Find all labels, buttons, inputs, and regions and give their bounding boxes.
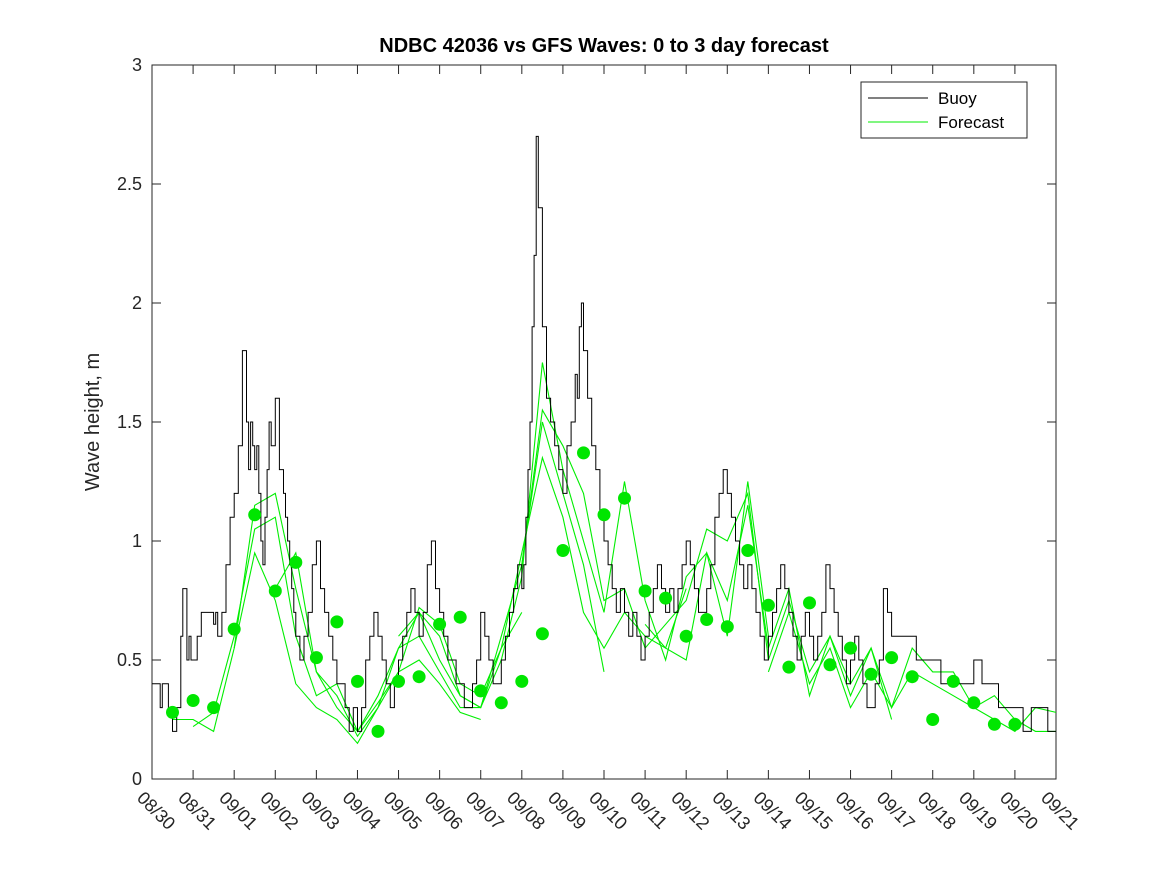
- forecast-marker: [967, 696, 981, 710]
- forecast-marker: [227, 622, 241, 636]
- legend-box: [860, 81, 1028, 139]
- forecast-marker: [515, 674, 529, 688]
- x-tick-label: 09/13: [708, 788, 754, 834]
- forecast-marker: [248, 508, 262, 522]
- x-tick-label: 09/02: [256, 788, 302, 834]
- x-tick-label: 09/12: [667, 788, 713, 834]
- y-tick-label: 1.5: [117, 412, 142, 432]
- forecast-marker: [946, 674, 960, 688]
- forecast-marker: [412, 670, 426, 684]
- x-tick-label: 09/16: [832, 788, 878, 834]
- forecast-series-line-6: [521, 408, 893, 720]
- legend-buoy-label: Buoy: [938, 89, 977, 108]
- x-tick-label: 09/06: [421, 788, 467, 834]
- forecast-marker: [289, 555, 303, 569]
- forecast-marker: [433, 617, 447, 631]
- forecast-marker: [844, 641, 857, 655]
- y-tick-label: 0.5: [117, 650, 142, 670]
- x-tick-label: 09/15: [791, 788, 837, 834]
- y-tick-label: 2.5: [117, 174, 142, 194]
- legend-forecast-label: Forecast: [938, 113, 1004, 132]
- x-tick-label: 09/10: [585, 788, 631, 834]
- x-tick-label: 09/11: [626, 788, 671, 833]
- x-tick-label: 09/01: [215, 788, 261, 834]
- forecast-marker: [453, 610, 467, 624]
- forecast-marker: [823, 658, 837, 672]
- x-tick-label: 09/21: [1037, 788, 1083, 834]
- x-tick-label: 09/08: [503, 788, 549, 834]
- forecast-series-line-1: [172, 551, 481, 745]
- x-tick-label: 09/20: [996, 788, 1042, 834]
- x-tick-label: 08/31: [174, 788, 220, 834]
- forecast-marker: [679, 629, 693, 643]
- forecast-marker: [392, 674, 405, 688]
- x-tick-label: 09/09: [544, 788, 590, 834]
- forecast-marker: [556, 544, 570, 557]
- forecast-marker: [494, 696, 508, 710]
- y-tick-label: 0: [132, 769, 142, 789]
- x-tick-label: 09/18: [914, 788, 960, 834]
- forecast-marker: [905, 670, 919, 684]
- x-tick-label: 09/14: [750, 788, 796, 834]
- x-tick-label: 09/07: [462, 788, 508, 834]
- forecast-marker: [1008, 717, 1022, 731]
- forecast-series-line-3: [233, 421, 605, 738]
- y-tick-label: 2: [132, 293, 142, 313]
- x-tick-label: 09/04: [339, 788, 385, 834]
- forecast-marker: [761, 598, 775, 612]
- forecast-marker: [268, 584, 282, 598]
- forecast-marker: [166, 705, 179, 719]
- legend: Buoy Forecast: [860, 81, 1028, 139]
- x-tick-label: 09/03: [298, 788, 344, 834]
- forecast-marker: [597, 508, 611, 522]
- forecast-marker: [351, 674, 364, 688]
- forecast-marker: [186, 694, 200, 707]
- forecast-marker: [720, 620, 734, 634]
- forecast-marker: [803, 596, 816, 610]
- x-tick-label: 09/17: [873, 788, 919, 834]
- y-tick-label: 3: [132, 55, 142, 75]
- plot-area: 00.511.522.5308/3008/3109/0109/0209/0309…: [117, 55, 1083, 834]
- buoy-series-line: [152, 135, 1056, 732]
- forecast-marker: [207, 701, 221, 715]
- y-axis-label: Wave height, m: [82, 353, 104, 491]
- forecast-marker: [782, 660, 796, 674]
- forecast-marker: [741, 544, 755, 557]
- chart-title: NDBC 42036 vs GFS Waves: 0 to 3 day fore…: [379, 35, 829, 57]
- forecast-marker: [987, 717, 1001, 731]
- forecast-marker: [885, 651, 899, 665]
- forecast-series-line-5: [398, 362, 769, 709]
- forecast-marker: [659, 591, 673, 605]
- forecast-marker: [577, 446, 590, 460]
- forecast-marker: [864, 667, 878, 681]
- forecast-marker: [309, 651, 323, 665]
- forecast-marker: [535, 627, 549, 641]
- forecast-marker: [638, 584, 652, 598]
- x-tick-label: 09/19: [955, 788, 1001, 834]
- forecast-marker: [618, 491, 631, 505]
- y-tick-label: 1: [132, 531, 142, 551]
- forecast-marker: [700, 613, 714, 626]
- forecast-marker: [371, 724, 385, 738]
- forecast-marker: [330, 615, 344, 629]
- forecast-marker: [926, 713, 940, 726]
- x-tick-label: 09/05: [380, 788, 426, 834]
- forecast-marker: [474, 684, 488, 698]
- x-tick-label: 08/30: [133, 788, 179, 834]
